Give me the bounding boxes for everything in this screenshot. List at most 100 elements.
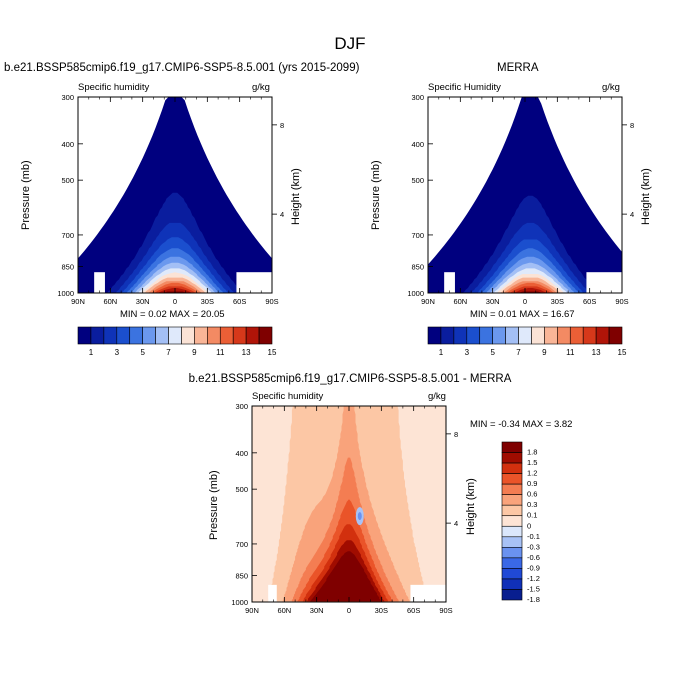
panel2-colorbar-label: 1 (439, 348, 444, 357)
panel1-colorbar-box (207, 326, 221, 345)
panel1-colorbar-label: 15 (268, 348, 277, 357)
panel1-xtick-label: 30S (201, 297, 214, 306)
panel2-colorbar-box (492, 326, 506, 345)
panel3-colorbar-box (501, 494, 523, 506)
panel1-colorbar-label: 11 (216, 348, 225, 357)
panel3-colorbar-box (501, 536, 523, 548)
panel2-topo-south (586, 272, 622, 293)
panel2-ytick-label: 300 (411, 93, 424, 102)
panel2-xtick-label: 0 (523, 297, 527, 306)
panel3-xtick-label: 30N (310, 606, 324, 615)
panel3-colorbar-box (501, 441, 523, 453)
panel2-colorbar-label: 5 (490, 348, 495, 357)
panel2-topo-north (444, 272, 455, 293)
panel1-xtick-label: 0 (173, 297, 177, 306)
panel1-xtick-label: 90N (71, 297, 85, 306)
panel3-colorbar-box (501, 452, 523, 464)
panel1-topo-south (236, 272, 272, 293)
panel2-xtick-label: 60S (583, 297, 596, 306)
panel3-colorbar-label: -0.1 (527, 532, 540, 541)
panel1-title: b.e21.BSSP585cmip6.f19_g17.CMIP6-SSP5-8.… (4, 62, 360, 74)
panel1-colorbar-box (142, 326, 156, 345)
panel3-xtick-label: 60S (407, 606, 420, 615)
panel1-field (78, 97, 272, 293)
panel2-colorbar-label: 13 (592, 348, 601, 357)
panel3-colorbar-box (501, 568, 523, 580)
panel3-subtitle-right: g/kg (428, 391, 446, 402)
panel2-colorbar-box (518, 326, 532, 345)
panel3-ytick-label: 700 (235, 540, 248, 549)
panel3-ytick-label: 300 (235, 402, 248, 411)
panel3-colorbar-box (501, 473, 523, 485)
panel1-colorbar-label: 7 (166, 348, 171, 357)
panel3-colorbar-label: 1.5 (527, 458, 537, 467)
panel1-xtick-label: 60S (233, 297, 246, 306)
panel2-level-13 (513, 288, 548, 293)
panel2-upper-mask (428, 97, 622, 265)
panel2-colorbar-label: 15 (618, 348, 627, 357)
panel1-topo-north (94, 272, 105, 293)
panel2-colorbar-box (582, 326, 597, 345)
panel3-colorbar-label: 1.2 (527, 469, 537, 478)
panel1-colorbar-box (245, 326, 260, 345)
panel3-colorbar-box (501, 462, 523, 474)
panel1-colorbar-label: 5 (140, 348, 145, 357)
panel1-colorbar-box (129, 326, 143, 345)
panel2-title: MERRA (497, 62, 539, 74)
panel3-colorbar-label: 0.3 (527, 500, 537, 509)
panel1-colorbar-box (194, 326, 208, 345)
panel2-colorbar-box (557, 326, 571, 345)
panel2-xtick-label: 90N (421, 297, 435, 306)
panel3-topo-south (410, 584, 446, 602)
panel1-minmax: MIN = 0.02 MAX = 20.05 (120, 309, 225, 320)
panel1-colorbar-box (90, 326, 105, 345)
panel3-negative-core (357, 512, 362, 521)
panel2-xtick-label: 30S (551, 297, 564, 306)
panel1-colorbar-box (168, 326, 182, 345)
panel3-level-7 (310, 551, 382, 602)
figure-title: DJF (334, 34, 366, 53)
panel1-colorbar-label: 13 (242, 348, 251, 357)
panel2-colorbar-label: 9 (542, 348, 547, 357)
panel3-ytick-right-label: 8 (454, 430, 458, 439)
panel2-xtick-label: 60N (453, 297, 467, 306)
panel3-colorbar-label: 0.9 (527, 479, 537, 488)
panel3-colorbar-label: -0.3 (527, 542, 540, 551)
panel2-ytick-label: 700 (411, 231, 424, 240)
panel3-colorbar-box (501, 547, 523, 559)
panel2-colorbar-box (505, 326, 519, 345)
panel1-subtitle-right: g/kg (252, 82, 270, 93)
panel1-ytick-label: 700 (61, 231, 74, 240)
panel2-colorbar-box (544, 326, 558, 345)
panel1-colorbar-box (103, 326, 118, 345)
panel1-colorbar-box (181, 326, 195, 345)
panel3-colorbar-label: 0.6 (527, 490, 537, 499)
panel2-colorbar-box (608, 326, 623, 345)
panel1-ytick-label: 300 (61, 93, 74, 102)
panel2-xtick-label: 90S (615, 297, 628, 306)
panel3-xtick-label: 30S (375, 606, 388, 615)
panel1-colorbar-box (232, 326, 247, 345)
panel3-colorbar-label: -1.2 (527, 574, 540, 583)
panel1-xtick-label: 30N (136, 297, 150, 306)
panel3-xtick-label: 0 (347, 606, 351, 615)
panel1-upper-mask (78, 97, 272, 259)
panel1-ytick-right-label: 4 (280, 210, 284, 219)
panel2-subtitle-right: g/kg (602, 82, 620, 93)
panel1-xtick-label: 90S (265, 297, 278, 306)
panel2-colorbar-box (531, 326, 545, 345)
panel3-colorbar-label: 1.8 (527, 448, 537, 457)
panel3-colorbar-label: 0 (527, 521, 531, 530)
panel1-subtitle-left: Specific humidity (78, 82, 150, 93)
panel2-colorbar-box (453, 326, 468, 345)
panel2-field (428, 97, 622, 293)
panel3-subtitle-left: Specific humidity (252, 391, 324, 402)
panel3-ytick-label: 400 (235, 449, 248, 458)
panel1-colorbar-box (77, 326, 92, 345)
panel2-colorbar-label: 7 (516, 348, 521, 357)
panel1-colorbar-box (219, 326, 234, 345)
panel3-ytick-label: 850 (235, 572, 248, 581)
panel3-colorbar-box (501, 578, 523, 590)
panel1-colorbar-box (155, 326, 169, 345)
